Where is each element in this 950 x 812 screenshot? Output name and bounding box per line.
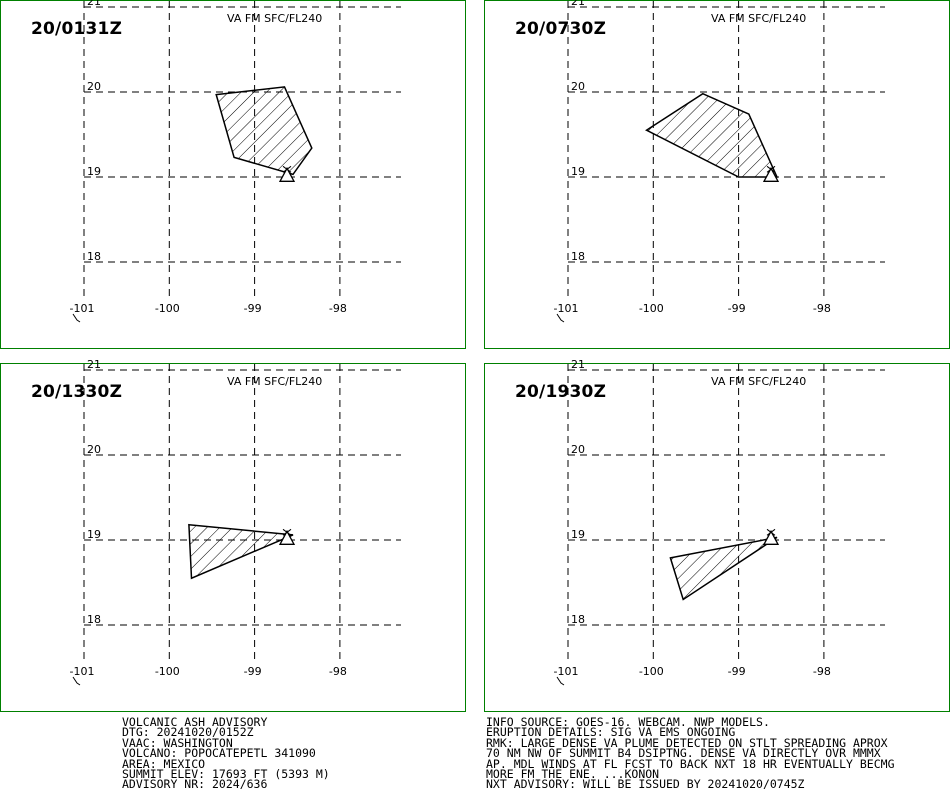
- forecast-time: 20/0730Z: [515, 19, 607, 39]
- longitude-label: -98: [813, 665, 831, 678]
- forecast-panel-1: 21 20 19 18 -101 -100 -99 -98 20/0131Z VA FM SFC/…: [0, 0, 466, 349]
- longitude-label: -99: [244, 302, 262, 315]
- longitude-label: -101: [70, 302, 95, 315]
- forecast-panel-2: 21 20 19 18 -101 -100 -99 -98 20/0730Z VA FM SFC/…: [484, 0, 950, 349]
- latitude-label: 18: [571, 250, 585, 263]
- longitude-label: -99: [244, 665, 262, 678]
- latitude-label: 21: [87, 358, 101, 371]
- latitude-label: 19: [87, 528, 101, 541]
- advisory-left-line: VOLCANIC ASH ADVISORY: [122, 715, 268, 729]
- volcano-icon: [278, 165, 296, 182]
- latitude-label: 21: [571, 358, 585, 371]
- advisory-right-line: RMK: LARGE DENSE VA PLUME DETECTED ON ST…: [486, 735, 888, 750]
- longitude-label: -100: [639, 302, 664, 315]
- longitude-label: -99: [728, 302, 746, 315]
- forecast-time: 20/0131Z: [31, 19, 123, 39]
- coastline: [72, 676, 81, 686]
- latitude-label: 20: [571, 443, 585, 456]
- longitude-label: -99: [728, 665, 746, 678]
- advisory-left-line: DTG: 20241020/0152Z: [122, 725, 254, 740]
- map-canvas: 21 20 19 18 -101 -100 -99 -98: [554, 0, 885, 323]
- latitude-label: 21: [87, 0, 101, 8]
- forecast-panel-3: 21 20 19 18 -101 -100 -99 -98 20/1330Z VA FM SFC/…: [0, 358, 466, 712]
- latitude-label: 18: [87, 613, 101, 626]
- ash-cloud-polygon: [215, 86, 313, 176]
- latitude-label: 19: [87, 165, 101, 178]
- flight-level-label: VA FM SFC/FL240: [227, 375, 323, 388]
- longitude-label: -98: [329, 665, 347, 678]
- flight-level-label: VA FM SFC/FL240: [711, 375, 807, 388]
- longitude-label: -100: [155, 665, 180, 678]
- latitude-label: 21: [571, 0, 585, 8]
- advisory-left-line: VAAC: WASHINGTON: [122, 735, 233, 750]
- advisory-left-line: AREA: MEXICO: [122, 756, 206, 771]
- longitude-label: -98: [813, 302, 831, 315]
- map-canvas: 21 20 19 18 -101 -100 -99 -98: [554, 358, 885, 686]
- advisory-right-line: INFO SOURCE: GOES-16. WEBCAM. NWP MODELS…: [486, 715, 770, 729]
- longitude-label: -100: [639, 665, 664, 678]
- advisory-right-line: AP. MDL WINDS AT FL FCST TO BACK NXT 18 …: [486, 756, 895, 771]
- map-canvas: 21 20 19 18 -101 -100 -99 -98: [70, 0, 401, 323]
- latitude-label: 18: [571, 613, 585, 626]
- coastline: [72, 313, 81, 323]
- ash-cloud-polygon: [644, 92, 779, 178]
- forecast-time: 20/1930Z: [515, 382, 607, 402]
- advisory-left-line: SUMMIT ELEV: 17693 FT (5393 M): [122, 766, 330, 781]
- advisory-right-line: ERUPTION DETAILS: SIG VA EMS ONGOING: [486, 725, 736, 740]
- ash-cloud-polygon: [669, 536, 778, 601]
- coastline: [556, 313, 565, 323]
- advisory-text-right: INFO SOURCE: GOES-16. WEBCAM. NWP MODELS…: [486, 715, 895, 792]
- volcano-icon: [762, 528, 780, 545]
- advisory-left-line: ADVISORY NR: 2024/636: [122, 777, 268, 792]
- advisory-left-line: VOLCANO: POPOCATEPETL 341090: [122, 746, 316, 761]
- longitude-label: -101: [554, 302, 579, 315]
- longitude-label: -101: [554, 665, 579, 678]
- ash-cloud-polygon: [188, 523, 294, 580]
- latitude-label: 20: [87, 80, 101, 93]
- latitude-label: 20: [87, 443, 101, 456]
- flight-level-label: VA FM SFC/FL240: [711, 12, 807, 25]
- latitude-label: 18: [87, 250, 101, 263]
- latitude-label: 20: [571, 80, 585, 93]
- longitude-label: -98: [329, 302, 347, 315]
- longitude-label: -101: [70, 665, 95, 678]
- advisory-right-line: 70 NM NW OF SUMMIT B4 DSIPTNG. DENSE VA …: [486, 746, 881, 761]
- map-canvas: 21 20 19 18 -101 -100 -99 -98: [70, 358, 401, 686]
- forecast-panel-4: 21 20 19 18 -101 -100 -99 -98 20/1930Z VA FM SFC/…: [484, 358, 950, 712]
- forecast-time: 20/1330Z: [31, 382, 123, 402]
- latitude-label: 19: [571, 165, 585, 178]
- coastline: [556, 676, 565, 686]
- volcano-icon: [278, 528, 296, 545]
- advisory-text-left: VOLCANIC ASH ADVISORY DTG: 20241020/0152Z…: [122, 715, 330, 792]
- volcano-icon: [762, 165, 780, 182]
- longitude-label: -100: [155, 302, 180, 315]
- advisory-right-line: NXT ADVISORY: WILL BE ISSUED BY 20241020…: [486, 777, 805, 792]
- advisory-right-line: MORE FM THE ENE. ...KONON: [486, 766, 660, 781]
- flight-level-label: VA FM SFC/FL240: [227, 12, 323, 25]
- latitude-label: 19: [571, 528, 585, 541]
